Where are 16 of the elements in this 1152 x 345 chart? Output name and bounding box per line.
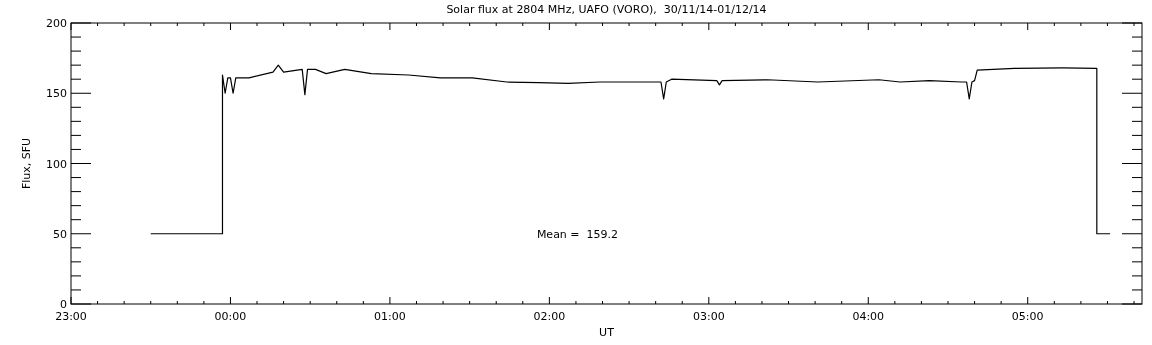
y-tick-label: 150 xyxy=(46,87,67,101)
y-tick-label: 50 xyxy=(53,227,67,241)
chart-title: Solar flux at 2804 MHz, UAFO (VORO), 30/11/14-01/12/14 xyxy=(446,3,767,16)
annotation: Mean = 159.2 xyxy=(536,227,619,241)
y-tick-label: 100 xyxy=(46,157,67,171)
x-tick-label: 04:00 xyxy=(852,310,885,323)
x-axis-title: UT xyxy=(599,326,615,339)
x-tick-label: 03:00 xyxy=(692,310,725,323)
y-tick-label: 0 xyxy=(60,298,67,311)
y-axis-title: Flux, SFU xyxy=(20,137,33,190)
x-tick-label: 05:00 xyxy=(1011,310,1044,323)
x-tick-label: 02:00 xyxy=(533,310,566,323)
x-tick-label: 00:00 xyxy=(214,310,247,323)
x-tick-label: 23:00 xyxy=(55,310,87,323)
x-tick-label: 01:00 xyxy=(374,310,406,323)
y-tick-label: 200 xyxy=(46,17,67,30)
